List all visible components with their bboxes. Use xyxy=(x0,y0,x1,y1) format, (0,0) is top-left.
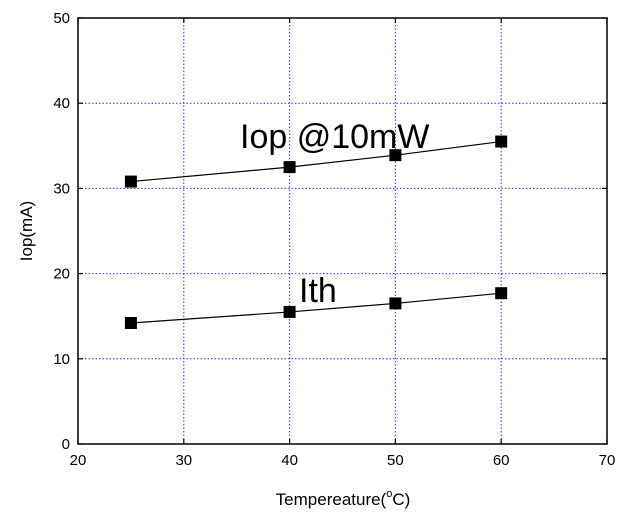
series-line-1 xyxy=(130,292,502,324)
y-axis-title: Iop(mA) xyxy=(17,201,36,261)
x-tick-label: 30 xyxy=(175,452,192,469)
x-tick-label: 70 xyxy=(599,452,616,469)
data-point-marker xyxy=(389,297,402,310)
y-tick-label: 0 xyxy=(62,436,70,453)
data-point-marker xyxy=(389,149,402,162)
x-tick-label: 20 xyxy=(70,452,87,469)
y-tick-label: 30 xyxy=(53,180,70,197)
data-point-marker xyxy=(283,305,296,318)
data-point-marker xyxy=(495,287,508,300)
series-group xyxy=(124,135,508,330)
series-label-iop: Iop @10mW xyxy=(240,118,429,156)
axes-ticks: 20 30 40 50 60 70 0 10 20 30 40 50 xyxy=(53,10,615,469)
y-tick-label: 20 xyxy=(53,266,70,283)
data-point-marker xyxy=(124,317,137,330)
data-point-marker xyxy=(283,161,296,174)
series-label-ith: Ith xyxy=(299,272,337,310)
x-tick-label: 40 xyxy=(281,452,298,469)
y-tick-label: 40 xyxy=(53,95,70,112)
x-tick-label: 60 xyxy=(493,452,510,469)
x-axis-title-main: Tempereature( xyxy=(276,490,387,509)
series-line-0 xyxy=(130,140,502,183)
data-point-marker xyxy=(124,175,137,188)
plot-area-background xyxy=(78,18,607,444)
x-tick-label: 50 xyxy=(387,452,404,469)
y-tick-label: 10 xyxy=(53,351,70,368)
x-axis-title-unit: C) xyxy=(392,490,410,509)
grid xyxy=(78,18,607,444)
plot-frame xyxy=(77,17,608,445)
y-tick-label: 50 xyxy=(53,10,70,27)
x-axis-title: Tempereature(oC) xyxy=(276,488,411,509)
x-axis-title-degree: o xyxy=(386,488,392,500)
data-point-marker xyxy=(495,135,508,148)
